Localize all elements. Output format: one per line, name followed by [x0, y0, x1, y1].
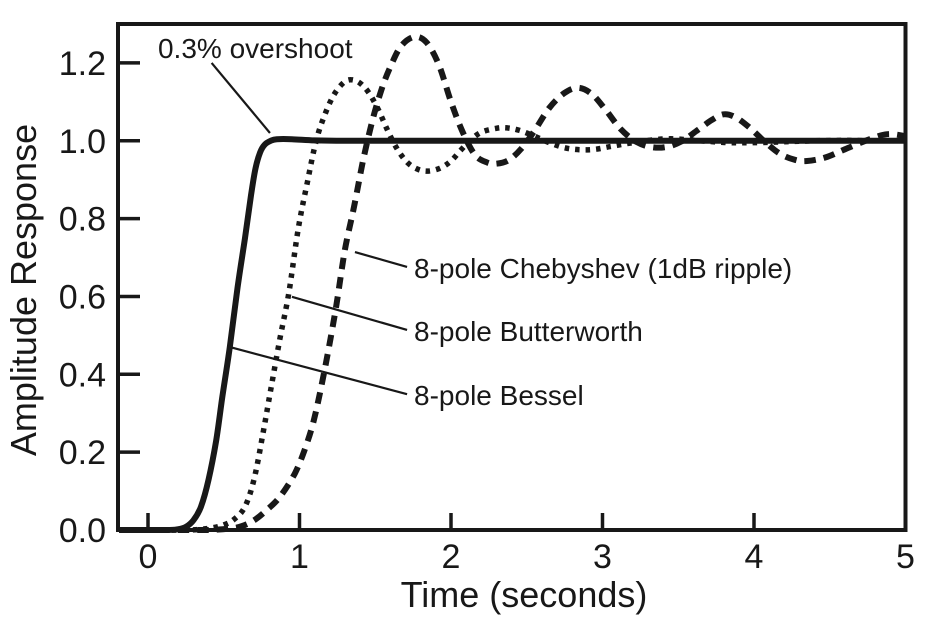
y-tick-label-0.2: 0.2 [59, 434, 106, 472]
chebyshev-curve [119, 33, 906, 534]
y-tick-label-0.6: 0.6 [59, 278, 106, 316]
y-axis-title: Amplitude Response [3, 124, 44, 456]
chebyshev-callout-label: 8-pole Chebyshev (1dB ripple) [414, 253, 792, 284]
plot-border [116, 22, 908, 532]
x-tick-label-2: 2 [442, 538, 461, 576]
y-tick-label-1.0: 1.0 [59, 123, 106, 161]
y-tick-label-0.0: 0.0 [59, 512, 106, 550]
overshoot-leader-line [210, 62, 271, 134]
butterworth-callout-leader-line [291, 295, 408, 331]
x-tick-label-0: 0 [139, 538, 158, 576]
x-axis-title: Time (seconds) [401, 574, 648, 615]
butterworth-curve [119, 76, 906, 533]
butterworth-callout-label: 8-pole Butterworth [414, 316, 643, 347]
x-tick-label-1: 1 [290, 538, 309, 576]
y-tick-label-0.8: 0.8 [59, 201, 106, 239]
overshoot-label: 0.3% overshoot [158, 33, 353, 64]
x-tick-label-4: 4 [745, 538, 764, 576]
plot-generated-content: 0 1 2 3 4 5 0.0 0.2 0.4 0.6 0.8 1.0 1.2 0.3% overshoo… [59, 33, 915, 576]
chebyshev-callout-leader-line [354, 251, 408, 268]
y-tick-label-0.4: 0.4 [59, 356, 106, 394]
bessel-callout-label: 8-pole Bessel [414, 380, 584, 411]
y-tick-label-1.2: 1.2 [59, 45, 106, 83]
x-tick-label-5: 5 [896, 538, 915, 576]
bessel-callout-leader-line [229, 345, 408, 396]
x-tick-label-3: 3 [593, 538, 612, 576]
